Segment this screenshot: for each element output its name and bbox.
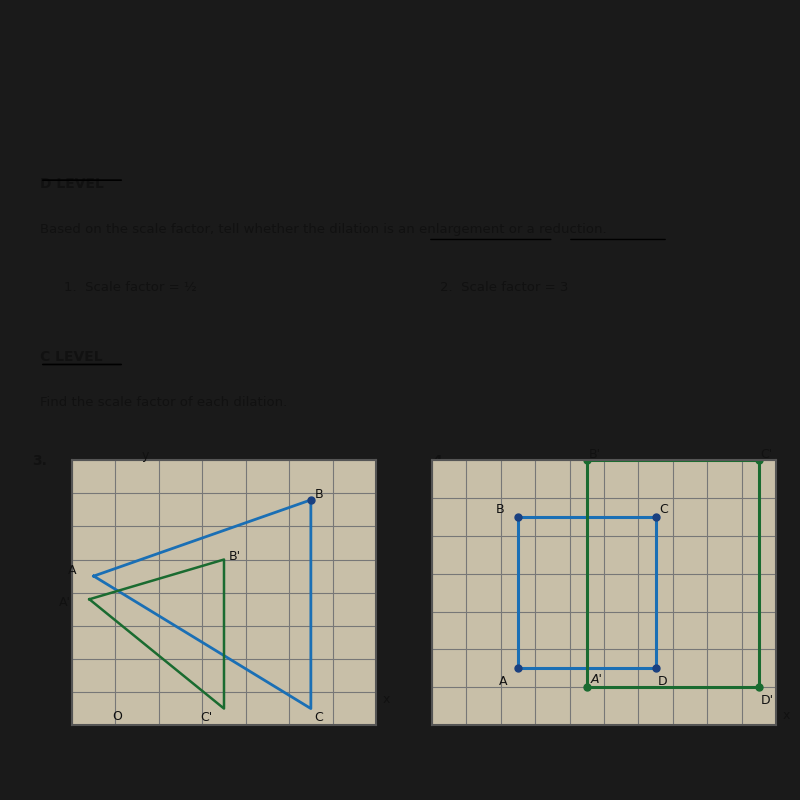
Text: Based on the scale factor, tell whether the dilation is an enlargement or a redu: Based on the scale factor, tell whether … — [40, 223, 606, 236]
Text: C LEVEL: C LEVEL — [40, 350, 102, 364]
Text: A': A' — [590, 674, 602, 686]
Text: A: A — [499, 675, 507, 688]
Text: C: C — [659, 503, 668, 516]
Text: B': B' — [589, 448, 601, 462]
Text: 1.  Scale factor = ½: 1. Scale factor = ½ — [64, 281, 197, 294]
Text: 3.: 3. — [32, 454, 47, 468]
Text: x: x — [783, 710, 790, 722]
Text: A: A — [68, 565, 76, 578]
Text: A': A' — [59, 596, 71, 609]
Text: 4.: 4. — [432, 454, 447, 468]
Text: D LEVEL: D LEVEL — [40, 178, 104, 191]
Text: C': C' — [200, 711, 212, 724]
Text: O: O — [113, 710, 122, 723]
Text: Find the scale factor of each dilation.: Find the scale factor of each dilation. — [40, 396, 287, 409]
Text: x: x — [382, 693, 390, 706]
Text: 2.  Scale factor = 3: 2. Scale factor = 3 — [440, 281, 568, 294]
Text: y: y — [142, 449, 149, 462]
Text: C': C' — [761, 448, 773, 462]
Text: B: B — [496, 503, 504, 516]
Text: C: C — [314, 711, 323, 724]
Text: D': D' — [761, 694, 774, 707]
Text: B: B — [315, 488, 324, 502]
Text: D: D — [658, 675, 667, 688]
Text: B': B' — [228, 550, 241, 562]
